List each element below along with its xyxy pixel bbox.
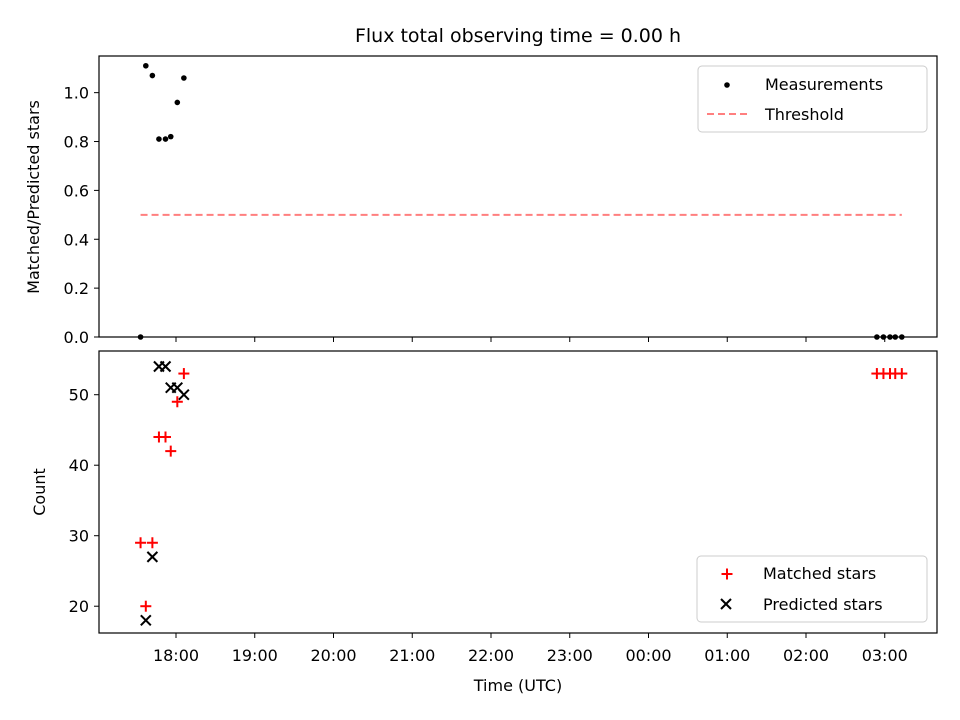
predicted-star-point (146, 551, 159, 563)
matched-star-point (171, 396, 183, 408)
bottom-legend-box (696, 555, 928, 623)
top-panel: 0.0 0.2 0.4 0.6 0.8 1.0 Measurements Threshold (64, 55, 938, 347)
x-tick-label: 18:00 (153, 646, 199, 665)
matched-star-point (140, 600, 152, 612)
matched-star-point (160, 431, 171, 443)
measurement-point (167, 133, 174, 140)
top-y-tick-label: 0.6 (64, 181, 89, 200)
measurement-point (880, 334, 887, 340)
matched-star-point (896, 368, 908, 380)
top-y-tick-label: 0.2 (64, 279, 89, 298)
legend-matched-label: Matched stars (763, 564, 876, 583)
x-tick-label: 22:00 (468, 646, 514, 665)
bottom-y-tick-label: 30 (69, 527, 89, 546)
bottom-y-tick-label: 50 (69, 386, 89, 405)
measurement-point (874, 334, 880, 340)
top-y-tick-label: 0.0 (64, 328, 89, 347)
bottom-y-tick-label: 20 (69, 597, 89, 616)
x-tick-label: 23:00 (547, 646, 593, 665)
legend-matched-marker (721, 568, 733, 580)
x-tick-label: 02:00 (783, 646, 829, 665)
matched-star-point (178, 368, 190, 380)
x-tick-label: 20:00 (310, 646, 356, 665)
legend-predicted-label: Predicted stars (763, 595, 883, 614)
measurement-point (137, 334, 144, 340)
legend-predicted-marker (720, 598, 732, 610)
top-legend-box (697, 65, 928, 133)
matched-star-point (165, 445, 177, 457)
x-axis-label: Time (UTC) (473, 676, 562, 695)
legend-measurements-marker (724, 82, 730, 88)
predicted-star-point (178, 389, 190, 401)
measurement-point (149, 72, 156, 79)
measurement-point (892, 334, 899, 340)
matched-star-point (135, 537, 147, 549)
measurement-point (899, 334, 905, 340)
x-tick-label: 03:00 (862, 646, 908, 665)
top-y-axis-label: Matched/Predicted stars (24, 100, 43, 294)
measurement-point (162, 136, 169, 142)
x-tick-label: 19:00 (232, 646, 278, 665)
top-plot-frame (98, 55, 938, 338)
top-y-tick-label: 1.0 (64, 84, 89, 103)
top-y-tick-label: 0.8 (64, 133, 89, 152)
predicted-star-point (140, 614, 152, 627)
legend-threshold-label: Threshold (764, 105, 844, 124)
matched-star-point (146, 537, 158, 549)
legend-measurements-label: Measurements (765, 75, 883, 94)
x-tick-label: 21:00 (389, 646, 435, 665)
top-y-tick-label: 0.4 (64, 230, 89, 249)
predicted-star-point (159, 360, 172, 373)
bottom-y-tick-label: 40 (69, 456, 89, 475)
measurement-point (143, 62, 149, 69)
x-tick-label: 00:00 (625, 646, 671, 665)
measurement-point (887, 334, 893, 340)
measurement-point (181, 75, 187, 81)
x-tick-label: 01:00 (704, 646, 750, 665)
bottom-y-axis-label: Count (30, 468, 49, 516)
measurement-point (174, 99, 181, 106)
measurement-point (156, 136, 162, 142)
chart-title: Flux total observing time = 0.00 h (355, 25, 681, 47)
bottom-panel: 20 30 40 50 18:00 19:00 20:00 21:00 22:00 23:00 00… (69, 350, 938, 665)
bottom-plot-frame (98, 350, 938, 634)
